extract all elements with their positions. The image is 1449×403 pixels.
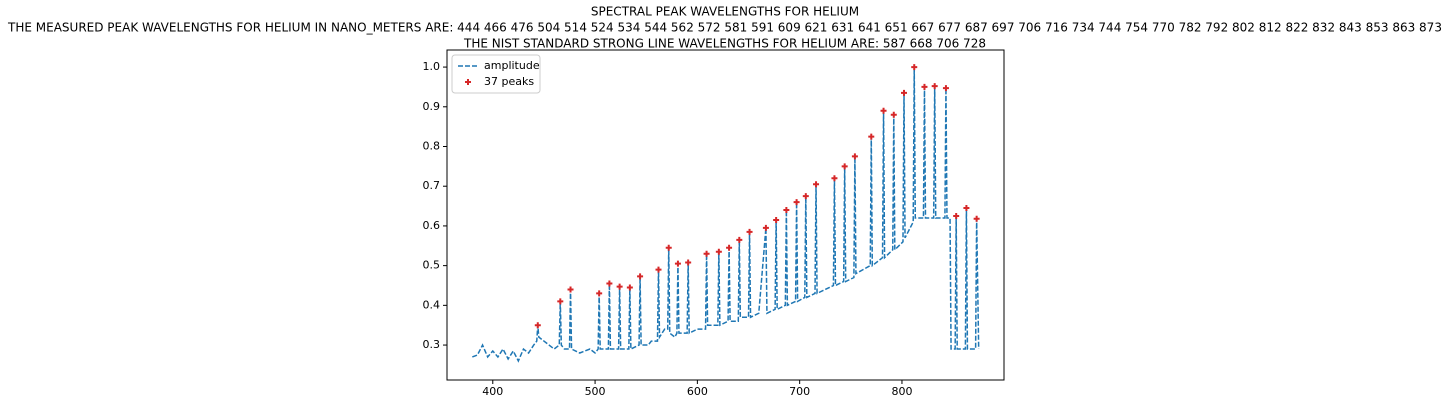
chart-title: THE NIST STANDARD STRONG LINE WAVELENGTH… <box>463 37 986 51</box>
axes-frame <box>446 49 1005 381</box>
peak-marker <box>773 216 780 223</box>
peak-marker <box>793 199 800 206</box>
plot-area <box>447 50 1004 380</box>
y-tick-label: 0.9 <box>423 100 441 113</box>
peak-marker <box>963 205 970 212</box>
peak-marker <box>606 280 613 287</box>
peak-marker <box>868 133 875 140</box>
peak-marker <box>637 273 644 280</box>
peak-marker <box>665 244 672 251</box>
y-tick-label: 0.4 <box>423 298 441 311</box>
legend-label: amplitude <box>484 59 540 72</box>
peak-marker <box>674 260 681 267</box>
legend-swatch <box>465 79 471 85</box>
peak-marker <box>655 266 662 273</box>
peak-marker <box>685 259 692 266</box>
peak-marker <box>890 111 897 118</box>
y-tick-label: 0.5 <box>423 259 441 272</box>
chart-title: THE MEASURED PEAK WAVELENGTHS FOR HELIUM… <box>7 21 1442 35</box>
peak-marker <box>736 236 743 243</box>
y-tick-label: 0.7 <box>423 179 441 192</box>
peak-marker <box>880 107 887 114</box>
peak-marker <box>534 322 541 329</box>
y-tick-label: 0.6 <box>423 219 441 232</box>
x-tick-label: 600 <box>687 385 708 398</box>
peak-marker <box>851 153 858 160</box>
peak-marker <box>973 215 980 222</box>
peak-marker <box>626 284 633 291</box>
y-tick-label: 0.8 <box>423 139 441 152</box>
peak-marker <box>911 64 918 71</box>
legend-label: 37 peaks <box>484 75 534 88</box>
peak-marker <box>921 83 928 90</box>
chart-title: SPECTRAL PEAK WAVELENGTHS FOR HELIUM <box>591 5 859 19</box>
peak-marker <box>726 244 733 251</box>
peak-marker <box>841 163 848 170</box>
x-tick-label: 500 <box>585 385 606 398</box>
peak-marker <box>715 248 722 255</box>
peak-marker <box>703 250 710 257</box>
peak-marker <box>783 207 790 214</box>
y-tick-label: 0.3 <box>423 338 441 351</box>
peak-marker <box>813 181 820 188</box>
peak-marker <box>802 193 809 200</box>
x-tick-label: 800 <box>891 385 912 398</box>
peak-marker <box>762 224 769 231</box>
peak-marker <box>557 298 564 305</box>
line-series <box>472 67 980 363</box>
peak-marker <box>901 89 908 96</box>
peak-marker <box>931 83 938 90</box>
peak-marker <box>746 228 753 235</box>
peak-marker <box>567 286 574 293</box>
peak-marker <box>596 290 603 297</box>
peak-marker <box>942 85 949 92</box>
y-tick-label: 1.0 <box>423 60 441 73</box>
peak-marker <box>831 175 838 182</box>
legend-box <box>451 54 541 94</box>
peak-marker <box>953 212 960 219</box>
x-tick-label: 400 <box>482 385 503 398</box>
x-tick-label: 700 <box>789 385 810 398</box>
peak-marker <box>616 283 623 290</box>
